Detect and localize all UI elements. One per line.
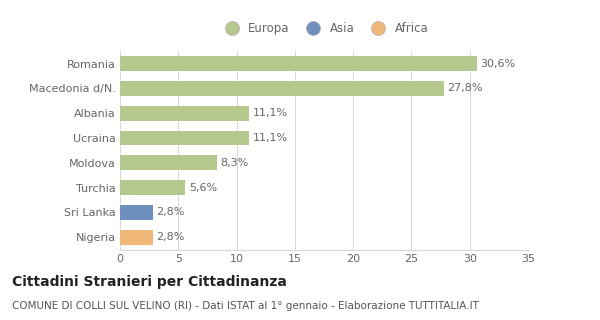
Text: 8,3%: 8,3% [220,158,248,168]
Text: Cittadini Stranieri per Cittadinanza: Cittadini Stranieri per Cittadinanza [12,275,287,289]
Bar [120,180,185,195]
Text: 11,1%: 11,1% [253,133,288,143]
Text: 2,8%: 2,8% [156,232,185,242]
Bar [120,56,477,71]
Text: 11,1%: 11,1% [253,108,288,118]
Bar [120,155,217,170]
Legend: Europa, Asia, Africa: Europa, Asia, Africa [215,17,433,40]
Bar [120,230,152,244]
Bar [120,205,152,220]
Bar [120,106,250,121]
Text: 27,8%: 27,8% [448,84,483,93]
Text: COMUNE DI COLLI SUL VELINO (RI) - Dati ISTAT al 1° gennaio - Elaborazione TUTTIT: COMUNE DI COLLI SUL VELINO (RI) - Dati I… [12,301,479,311]
Text: 30,6%: 30,6% [480,59,515,68]
Bar [120,131,250,145]
Text: 2,8%: 2,8% [156,207,185,217]
Bar [120,81,444,96]
Text: 5,6%: 5,6% [189,183,217,193]
